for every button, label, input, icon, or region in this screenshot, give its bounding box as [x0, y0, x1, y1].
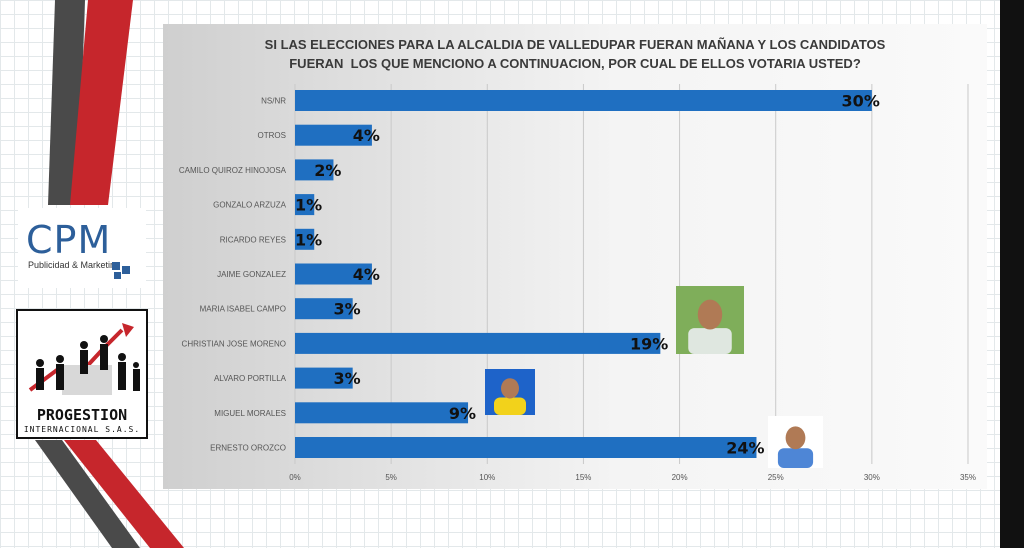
category-label: JAIME GONZALEZ [217, 270, 286, 279]
x-tick-label: 15% [575, 473, 591, 482]
data-label: 19% [630, 334, 668, 353]
category-label: CAMILO QUIROZ HINOJOSA [179, 166, 287, 175]
x-tick-label: 10% [479, 473, 495, 482]
data-label: 3% [334, 369, 361, 388]
candidate-photo [768, 416, 823, 468]
category-label: NS/NR [261, 97, 286, 106]
category-label: GONZALO ARZUZA [213, 201, 287, 210]
category-label: RICARDO REYES [220, 235, 286, 244]
progestion-logo-tagline: INTERNACIONAL S.A.S. [23, 425, 141, 434]
bar [295, 332, 661, 354]
bar [295, 194, 315, 216]
candidate-photo [485, 369, 535, 415]
bar [295, 90, 872, 111]
bar [295, 124, 372, 146]
bar [295, 228, 315, 250]
progestion-logo-name: PROGESTION [36, 406, 128, 424]
chart-title: SI LAS ELECCIONES PARA LA ALCALDIA DE VA… [163, 35, 987, 73]
cpm-logo-text: CPM [26, 218, 112, 262]
data-label: 24% [726, 439, 764, 458]
data-label: 4% [353, 126, 380, 145]
bar [295, 159, 334, 181]
stripe-dark-bottom [35, 440, 140, 548]
stripe-red-top [70, 0, 133, 205]
category-label: MIGUEL MORALES [214, 409, 286, 418]
data-label: 1% [295, 196, 322, 215]
data-label: 4% [353, 265, 380, 284]
cpm-logo-tagline: Publicidad & Marketing [28, 260, 121, 270]
category-label: ERNESTO OROZCO [210, 444, 286, 453]
chart-title-line-1: SI LAS ELECCIONES PARA LA ALCALDIA DE VA… [264, 37, 886, 52]
category-label: CHRISTIAN JOSE MORENO [182, 339, 286, 348]
data-label: 2% [314, 161, 341, 180]
category-label: MARIA ISABEL CAMPO [200, 305, 286, 314]
category-label: OTROS [258, 131, 286, 140]
x-tick-label: 5% [385, 473, 397, 482]
bar [295, 437, 757, 458]
stripe-red-bottom [64, 440, 184, 548]
bar [295, 298, 353, 320]
bar [295, 263, 372, 285]
x-tick-label: 20% [672, 473, 688, 482]
cpm-squares-icon [112, 262, 130, 279]
progestion-logo: PROGESTION INTERNACIONAL S.A.S. [16, 309, 148, 439]
data-label: 9% [449, 404, 476, 423]
x-tick-label: 30% [864, 473, 880, 482]
category-label: ALVARO PORTILLA [214, 374, 287, 383]
x-tick-label: 0% [289, 473, 301, 482]
right-border [1000, 0, 1024, 548]
x-tick-label: 25% [768, 473, 784, 482]
business-people-growth-icon [28, 323, 140, 395]
data-label: 1% [295, 230, 322, 249]
x-tick-label: 35% [960, 473, 976, 482]
data-label: 3% [334, 300, 361, 319]
bar [295, 402, 469, 424]
cpm-logo: CPM Publicidad & Marketing [18, 208, 146, 288]
candidate-photo [676, 286, 744, 354]
chart-title-line-2: FUERAN LOS QUE MENCIONO A CONTINUACION, … [289, 56, 861, 71]
data-label: 30% [842, 92, 880, 111]
bar [295, 367, 353, 389]
